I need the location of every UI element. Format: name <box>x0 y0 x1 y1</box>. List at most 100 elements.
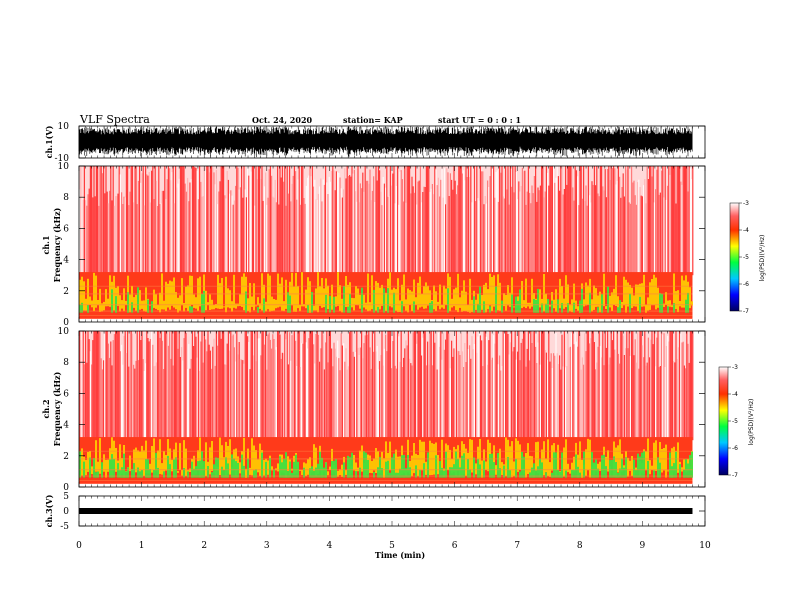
spec-band-yellow <box>341 464 343 477</box>
spec-streak <box>326 182 328 276</box>
spec-band-yellow <box>425 282 427 309</box>
spec-band-green <box>619 468 621 478</box>
spec-band-yellow <box>231 301 233 312</box>
spec-band-yellow <box>421 441 423 471</box>
spec-band-green <box>623 467 625 478</box>
spec-band-green <box>153 469 155 478</box>
spec-streak <box>634 195 636 276</box>
spec-streak <box>105 331 107 441</box>
spec-streak <box>505 331 507 441</box>
spec-band-green <box>537 288 539 313</box>
spec-band-green <box>93 458 95 478</box>
spec-streak <box>532 193 534 276</box>
spec-streak <box>261 331 263 441</box>
spec-band-green <box>581 288 583 313</box>
spec-streak <box>609 357 611 441</box>
spec-streak <box>271 348 273 441</box>
y-tick-label: 8 <box>63 358 69 368</box>
spec-band-green <box>203 290 205 313</box>
spec-band-green <box>643 451 645 478</box>
spec-streak <box>649 357 651 441</box>
spec-streak <box>286 166 288 276</box>
spec-streak <box>341 197 343 276</box>
spec-streak <box>436 369 438 441</box>
spec-band-yellow <box>257 297 259 306</box>
spec-band-yellow <box>493 445 495 475</box>
spec-band-yellow <box>103 301 105 311</box>
spec-streak <box>681 184 683 276</box>
spec-streak <box>309 331 311 441</box>
spec-streak <box>182 166 184 276</box>
spec-band-yellow <box>183 440 185 471</box>
spec-streak <box>429 331 431 441</box>
spec-streak <box>268 332 270 441</box>
spec-streak <box>315 334 317 441</box>
spec-streak <box>590 338 592 441</box>
spec-streak <box>422 337 424 441</box>
spec-streak <box>541 331 543 441</box>
spec-band-green <box>673 463 675 478</box>
spec-streak <box>249 369 251 441</box>
spec-band-yellow <box>225 276 227 313</box>
spec-streak <box>109 190 111 276</box>
spec-streak <box>97 166 99 276</box>
spec-streak <box>325 342 327 441</box>
spec-streak <box>652 344 654 441</box>
spec-band-green <box>137 287 139 313</box>
spec-band-green <box>669 452 671 478</box>
spec-band-green <box>565 470 567 478</box>
spec-band-yellow <box>227 446 229 474</box>
spec-streak <box>404 166 406 276</box>
spec-band-green <box>429 302 431 313</box>
spec-streak <box>147 338 149 441</box>
spec-streak <box>410 363 412 441</box>
spec-streak <box>295 171 297 276</box>
spec-band-yellow <box>519 444 521 470</box>
spec-streak <box>566 366 568 441</box>
spec-streak <box>110 341 112 441</box>
spec-streak <box>190 179 192 276</box>
spec-streak <box>550 166 552 276</box>
spec-streak <box>445 204 447 276</box>
spec-streak <box>109 357 111 441</box>
spec-streak <box>337 340 339 441</box>
spec-band-green <box>261 452 263 478</box>
spec-band-yellow <box>427 285 429 306</box>
spec-streak <box>409 166 411 276</box>
spec-streak <box>191 166 193 276</box>
spec-band-green <box>539 459 541 478</box>
spec-band-yellow <box>347 284 349 312</box>
spec-streak <box>557 176 559 276</box>
spec-streak <box>220 338 222 441</box>
spec-band-yellow <box>257 459 259 473</box>
spec-streak <box>561 334 563 441</box>
spec-streak <box>629 355 631 441</box>
spec-streak <box>527 166 529 276</box>
spec-band-yellow <box>483 284 485 308</box>
spec-band-yellow <box>275 299 277 309</box>
spec-streak <box>350 176 352 276</box>
spec-band-yellow <box>541 298 543 307</box>
spec-streak <box>405 340 407 441</box>
spec-streak <box>424 331 426 441</box>
spec-streak <box>610 166 612 276</box>
spec-band-green <box>515 458 517 478</box>
spec-streak <box>436 185 438 276</box>
spec-streak <box>395 368 397 441</box>
spec-band-green <box>201 451 203 478</box>
spec-band-yellow <box>177 471 179 473</box>
y-tick-label: 0 <box>63 483 69 493</box>
spec-streak <box>457 350 459 441</box>
spec-streak <box>559 355 561 441</box>
spec-streak <box>123 196 125 276</box>
spec-band-green <box>535 470 537 478</box>
spec-streak <box>407 166 409 276</box>
y-tick-label: 0 <box>63 507 69 517</box>
spec-streak <box>663 197 665 276</box>
spec-streak <box>215 169 217 276</box>
spec-streak <box>418 331 420 441</box>
chart-start-time: start UT = 0 : 0 : 1 <box>438 115 521 125</box>
spec-streak <box>483 204 485 276</box>
spec-streak <box>173 331 175 441</box>
